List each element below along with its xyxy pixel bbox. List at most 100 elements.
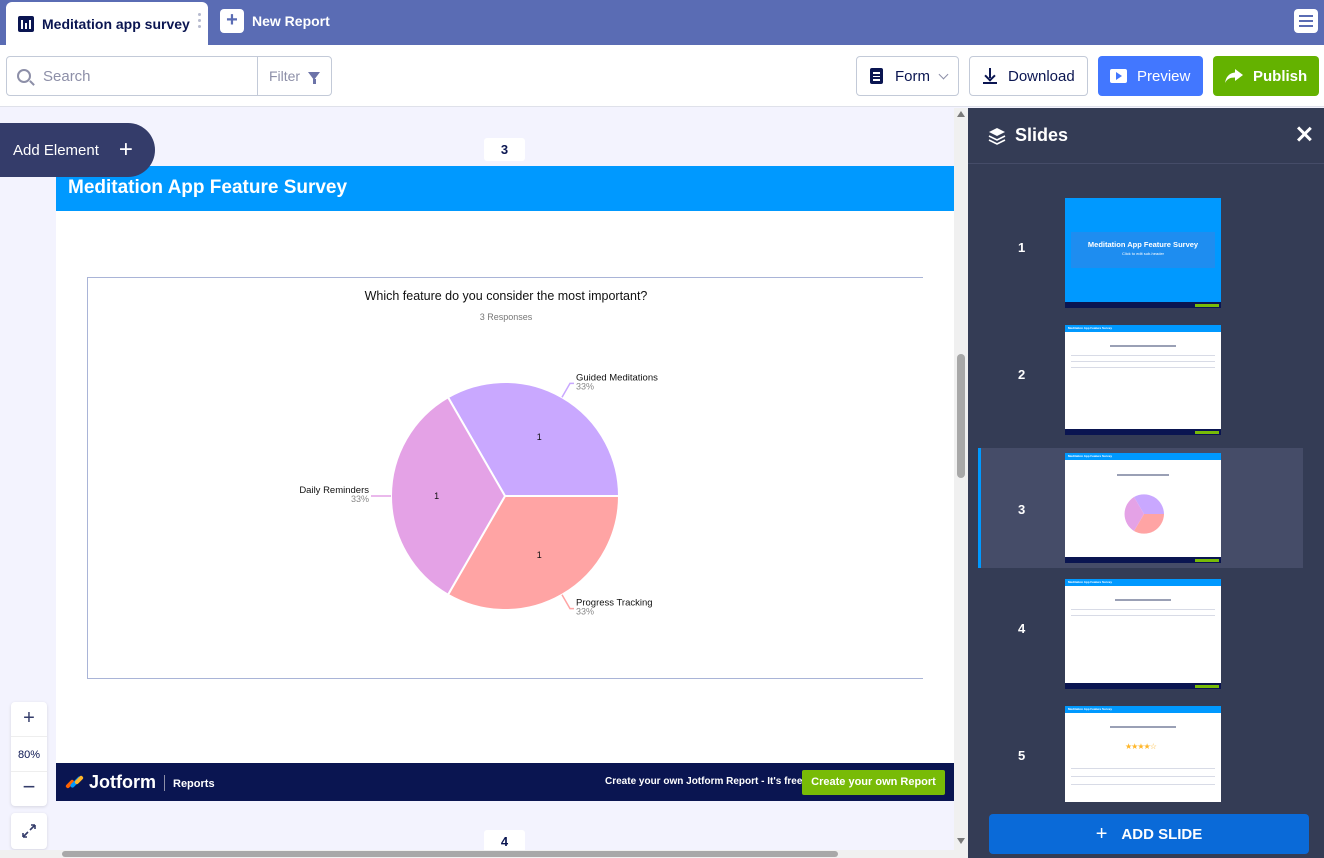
slice-percent-label: 33% — [576, 381, 594, 391]
plus-icon: + — [118, 136, 133, 163]
publish-button[interactable]: Publish — [1213, 56, 1319, 96]
thumbnail-title: Meditation App Feature Survey — [1087, 240, 1199, 249]
slide-number: 4 — [1018, 621, 1026, 636]
thumbnail-subtitle: Click to edit sub-header — [1121, 251, 1165, 256]
pie-slice[interactable] — [390, 395, 507, 597]
logo-divider — [164, 774, 165, 791]
report-canvas: Add Element + 3 Meditation App Feature S… — [0, 108, 968, 858]
filter-button[interactable]: Filter — [258, 57, 331, 95]
page-number-current: 3 — [484, 138, 525, 161]
thumbnail-line — [1071, 784, 1215, 785]
funnel-icon — [308, 72, 321, 84]
zoom-control: + 80% − — [11, 702, 47, 806]
slice-value-label: 1 — [434, 491, 439, 501]
thumbnail-text — [1117, 474, 1169, 476]
slide-thumbnail-5[interactable]: 5 Meditation App Feature Survey ★★★★☆ — [978, 696, 1303, 802]
tab-title: Meditation app survey — [42, 15, 190, 32]
slide-thumbnail-3[interactable]: 3 Meditation App Feature Survey — [978, 448, 1303, 568]
filter-label: Filter — [268, 68, 301, 84]
thumbnail-header: Meditation App Feature Survey — [1065, 706, 1221, 713]
search-box: Filter — [6, 56, 332, 96]
zoom-out-button[interactable]: − — [22, 774, 36, 799]
new-report-button[interactable]: + New Report — [220, 9, 330, 33]
thumbnail-preview: Meditation App Feature Survey — [1065, 453, 1221, 563]
new-report-label: New Report — [252, 13, 330, 29]
form-label: Form — [895, 67, 930, 85]
jotform-logo-icon — [65, 774, 84, 791]
download-button[interactable]: Download — [969, 56, 1088, 96]
chart-title: Which feature do you consider the most i… — [365, 289, 648, 303]
slide-number: 2 — [1018, 367, 1026, 382]
share-arrow-icon — [1225, 69, 1243, 83]
slice-value-label: 1 — [537, 432, 542, 442]
add-slide-button[interactable]: + ADD SLIDE — [989, 814, 1309, 854]
search-field[interactable] — [7, 57, 258, 95]
thumbnail-line — [1071, 361, 1215, 362]
add-element-label: Add Element — [13, 141, 99, 159]
report-icon — [18, 15, 34, 32]
zoom-level: 80% — [11, 736, 47, 772]
thumbnail-footer — [1065, 302, 1221, 308]
slide-thumbnail-4[interactable]: 4 Meditation App Feature Survey — [978, 569, 1303, 689]
pie-slice[interactable] — [446, 381, 621, 497]
download-icon — [983, 68, 997, 84]
thumbnail-header: Meditation App Feature Survey — [1065, 453, 1221, 460]
thumbnail-pie-icon — [1124, 494, 1164, 534]
slice-name-label: Guided Meditations — [576, 372, 658, 383]
hamburger-menu-icon[interactable] — [1294, 9, 1318, 33]
thumbnail-line — [1071, 609, 1215, 610]
preview-button[interactable]: Preview — [1098, 56, 1203, 96]
slide-number: 5 — [1018, 748, 1026, 763]
slice-percent-label: 33% — [351, 494, 369, 504]
create-report-button[interactable]: Create your own Report — [802, 770, 945, 795]
reports-label: Reports — [173, 777, 215, 790]
slide-thumbnail-2[interactable]: 2 Meditation App Feature Survey — [978, 315, 1303, 435]
pie-chart-element[interactable]: Which feature do you consider the most i… — [87, 277, 923, 679]
preview-label: Preview — [1137, 67, 1191, 85]
thumbnail-preview: Meditation App Feature Survey — [1065, 325, 1221, 435]
thumbnail-footer — [1065, 683, 1221, 689]
horizontal-scrollbar[interactable] — [0, 850, 968, 858]
close-icon[interactable] — [1296, 126, 1312, 142]
search-input[interactable] — [43, 67, 233, 85]
scroll-up-icon[interactable] — [957, 111, 965, 117]
search-icon — [17, 69, 31, 83]
toolbar: Filter Form Download Preview Publish — [0, 45, 1324, 107]
thumbnail-preview: Meditation App Feature Survey Click to e… — [1065, 198, 1221, 308]
vertical-scroll-thumb[interactable] — [957, 354, 965, 478]
tab-more-icon[interactable] — [198, 13, 202, 33]
pie-chart: Which feature do you consider the most i… — [299, 289, 658, 617]
slide-footer: Jotform Reports Create your own Jotform … — [56, 763, 954, 801]
slide-number: 1 — [1018, 240, 1026, 255]
thumbnail-preview: Meditation App Feature Survey — [1065, 579, 1221, 689]
slides-panel-header: Slides — [968, 108, 1324, 164]
thumbnail-preview: Meditation App Feature Survey ★★★★☆ — [1065, 706, 1221, 802]
slide-3[interactable]: Meditation App Feature Survey Which feat… — [56, 166, 954, 801]
slide-number: 3 — [1018, 502, 1026, 517]
thumbnail-line — [1071, 367, 1215, 368]
thumbnail-line — [1071, 615, 1215, 616]
thumbnail-line — [1071, 776, 1215, 777]
form-icon — [870, 68, 883, 84]
expand-icon — [22, 824, 36, 838]
horizontal-scroll-thumb[interactable] — [62, 851, 838, 857]
chevron-down-icon — [938, 69, 949, 79]
pie-slice[interactable] — [446, 495, 621, 611]
thumbnail-header: Meditation App Feature Survey — [1065, 325, 1221, 332]
download-label: Download — [1008, 67, 1075, 85]
vertical-scrollbar[interactable] — [954, 108, 968, 850]
tab-meditation-app-survey[interactable]: Meditation app survey — [6, 2, 208, 45]
thumbnail-line — [1071, 355, 1215, 356]
zoom-in-button[interactable]: + — [23, 707, 35, 729]
slide-thumbnail-1[interactable]: 1 Meditation App Feature Survey Click to… — [978, 188, 1303, 308]
slide-header-title[interactable]: Meditation App Feature Survey — [56, 166, 954, 211]
thumbnail-footer — [1065, 557, 1221, 563]
fullscreen-button[interactable] — [11, 813, 47, 849]
add-element-button[interactable]: Add Element + — [0, 123, 155, 177]
jotform-brand: Jotform — [89, 772, 156, 792]
top-bar: Meditation app survey + New Report — [0, 0, 1324, 45]
layers-icon — [988, 127, 1006, 145]
thumbnail-line — [1071, 768, 1215, 769]
form-dropdown[interactable]: Form — [856, 56, 959, 96]
scroll-down-icon[interactable] — [957, 838, 965, 844]
